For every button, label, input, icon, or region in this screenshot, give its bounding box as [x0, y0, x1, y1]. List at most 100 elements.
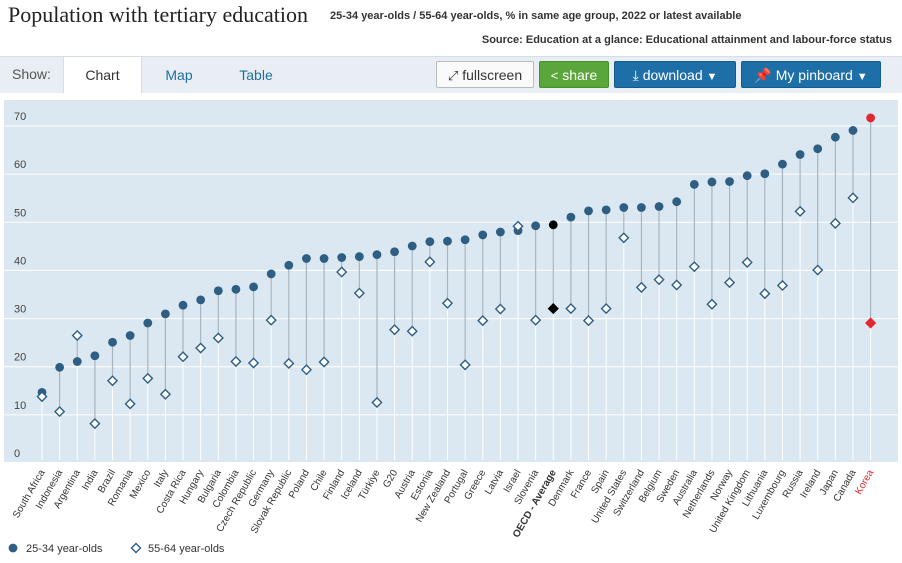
point-55-64 — [247, 357, 260, 369]
legend-label-25-34: 25-34 year-olds — [26, 543, 103, 555]
point-55-64 — [653, 274, 665, 286]
point-55-64 — [212, 332, 224, 344]
point-55-64 — [865, 317, 877, 329]
point-25-34 — [231, 284, 241, 294]
point-55-64 — [424, 256, 436, 268]
point-55-64 — [688, 261, 700, 273]
point-25-34 — [478, 230, 488, 240]
download-label: download — [642, 67, 703, 83]
point-55-64 — [353, 287, 365, 299]
fullscreen-icon: ⤢ — [447, 68, 459, 83]
point-25-34 — [707, 177, 717, 187]
point-25-34 — [319, 254, 329, 263]
point-25-34 — [443, 236, 452, 246]
point-25-34 — [637, 203, 646, 212]
point-55-64 — [283, 357, 295, 370]
point-55-64 — [106, 375, 119, 387]
point-25-34 — [266, 269, 276, 279]
point-55-64 — [36, 391, 48, 403]
point-25-34 — [178, 300, 188, 310]
y-tick-label: 0 — [14, 448, 20, 460]
point-55-64 — [159, 388, 171, 400]
point-55-64 — [600, 302, 612, 315]
point-55-64 — [371, 396, 383, 409]
point-55-64 — [494, 303, 506, 315]
chevron-down-icon: ▼ — [856, 71, 868, 83]
point-25-34 — [196, 295, 206, 305]
y-tick-label: 30 — [14, 304, 26, 316]
legend-marker-55-64 — [130, 542, 142, 554]
point-25-34 — [72, 357, 82, 366]
chart-source: Source: Education at a glance: Education… — [481, 34, 892, 46]
point-55-64 — [441, 297, 454, 309]
point-55-64 — [741, 256, 753, 268]
tab-map[interactable]: Map — [165, 67, 193, 83]
point-25-34 — [689, 179, 699, 189]
point-55-64 — [776, 279, 789, 292]
point-25-34 — [372, 250, 382, 260]
point-25-34 — [830, 132, 840, 142]
toolbar: Show: Chart Map Table ⤢ fullscreen < sha… — [0, 56, 902, 93]
x-tick-label: Korea — [853, 468, 876, 497]
y-tick-label: 60 — [14, 159, 26, 171]
y-tick-label: 20 — [14, 352, 26, 364]
show-label: Show: — [12, 66, 51, 82]
tab-table[interactable]: Table — [239, 67, 273, 83]
point-25-34 — [390, 247, 399, 257]
point-25-34 — [161, 309, 170, 319]
point-55-64 — [177, 351, 189, 363]
point-25-34 — [354, 252, 364, 261]
legend-label-55-64: 55-64 year-olds — [148, 543, 225, 555]
point-25-34 — [725, 177, 734, 186]
point-25-34 — [672, 197, 682, 207]
point-55-64 — [812, 264, 824, 276]
point-25-34 — [407, 241, 417, 251]
point-55-64 — [582, 315, 595, 327]
tab-chart[interactable]: Chart — [63, 57, 142, 93]
point-55-64 — [265, 314, 277, 326]
chevron-down-icon: ▼ — [706, 71, 718, 83]
point-55-64 — [530, 314, 542, 326]
fullscreen-label: fullscreen — [462, 67, 523, 83]
pinboard-button[interactable]: 📌 My pinboard ▼ — [741, 61, 881, 88]
share-button[interactable]: < share — [539, 61, 609, 88]
chart-area: 0 10 20 30 40 50 60 70 South Africa Indonesia Arge… — [0, 92, 902, 558]
point-55-64 — [829, 217, 841, 229]
point-25-34 — [125, 331, 135, 340]
point-55-64 — [336, 266, 348, 278]
point-25-34 — [302, 254, 311, 263]
point-25-34 — [213, 286, 223, 296]
pinboard-label: My pinboard — [775, 67, 853, 83]
point-25-34 — [531, 221, 541, 231]
point-55-64 — [318, 356, 330, 368]
point-55-64 — [477, 315, 489, 327]
point-55-64 — [671, 279, 683, 291]
point-55-64 — [512, 220, 524, 232]
download-button[interactable]: ⤓ download ▼ — [614, 61, 736, 88]
point-55-64 — [706, 298, 718, 310]
point-55-64 — [459, 359, 471, 371]
point-25-34 — [90, 351, 100, 361]
legend-marker-25-34 — [8, 543, 18, 553]
point-55-64 — [389, 324, 401, 336]
point-25-34 — [866, 113, 876, 123]
point-55-64 — [847, 192, 859, 204]
point-25-34 — [548, 220, 558, 230]
point-55-64 — [547, 302, 559, 315]
share-label: share — [562, 67, 598, 83]
point-25-34 — [143, 318, 153, 328]
point-25-34 — [795, 150, 805, 159]
point-55-64 — [406, 325, 418, 337]
download-icon: ⤓ — [632, 67, 639, 83]
point-25-34 — [778, 159, 787, 169]
point-55-64 — [618, 232, 630, 244]
point-25-34 — [848, 126, 858, 135]
point-25-34 — [742, 171, 752, 181]
fullscreen-button[interactable]: ⤢ fullscreen — [436, 61, 534, 88]
y-tick-label: 10 — [14, 400, 26, 412]
point-55-64 — [54, 406, 66, 418]
point-25-34 — [619, 203, 629, 212]
point-25-34 — [337, 253, 347, 262]
point-55-64 — [142, 372, 154, 384]
